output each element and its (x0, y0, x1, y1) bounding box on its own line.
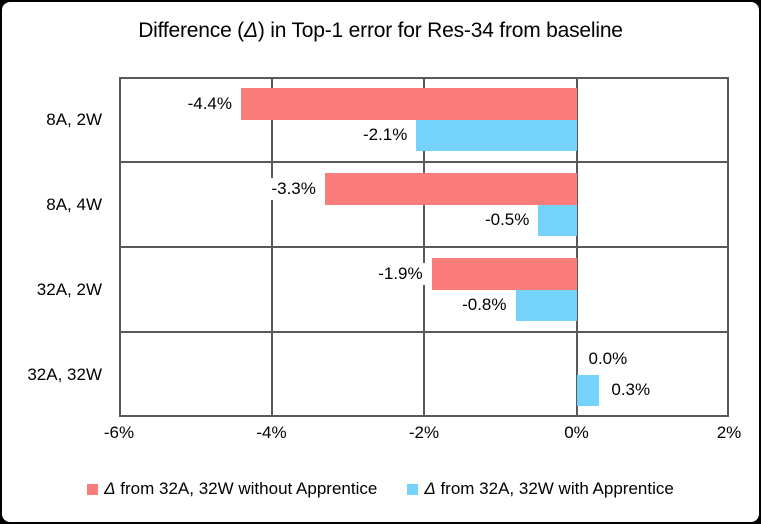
row-separator (119, 246, 729, 248)
legend-swatch-icon (407, 483, 419, 495)
y-axis-category-labels: 8A, 2W 8A, 4W 32A, 2W 32A, 32W (10, 77, 102, 417)
x-tick-label: -2% (408, 423, 440, 442)
category-label: 32A, 32W (27, 364, 102, 384)
bar-without-apprentice (324, 173, 577, 205)
delta-glyph: Δ (424, 479, 436, 498)
legend-swatch-icon (87, 483, 99, 495)
x-tick-label: 0% (564, 423, 589, 442)
category-label: 32A, 2W (36, 279, 102, 299)
data-label: -2.1% (359, 124, 411, 147)
bar-without-apprentice (241, 88, 577, 120)
data-label: -1.9% (375, 262, 426, 285)
data-label: 0.0% (585, 347, 631, 370)
legend: Δ from 32A, 32W without Apprentice Δ from… (2, 476, 759, 502)
delta-glyph: Δ (243, 19, 258, 42)
category-label: 8A, 2W (46, 109, 102, 129)
x-axis: -6% -4% -2% 0% 2% (104, 423, 741, 445)
data-label: 0.3% (608, 379, 654, 402)
legend-label: Δ from 32A, 32W with Apprentice (424, 479, 674, 498)
bar-with-apprentice (576, 374, 600, 406)
x-tick-label: -6% (103, 423, 135, 442)
category-label: 8A, 4W (46, 194, 102, 214)
data-label: -0.8% (459, 294, 510, 317)
bar-with-apprentice (515, 289, 577, 321)
plot-area: -4.4% -2.1% -3.3% -0.5% -1.9% -0.8% 0.0% 0.3% (119, 77, 729, 417)
x-tick-label: -4% (256, 423, 287, 442)
chart-title: Difference (Δ) in Top-1 error for Res-34… (138, 19, 623, 42)
x-tick-label: 2% (716, 423, 742, 442)
legend-label: Δ from 32A, 32W without Apprentice (104, 479, 378, 498)
data-label: -0.5% (481, 209, 533, 232)
row-separator (119, 161, 729, 163)
legend-item-with-apprentice: Δ from 32A, 32W with Apprentice (407, 479, 674, 499)
data-label: -3.3% (268, 177, 319, 200)
bar-without-apprentice (431, 258, 577, 290)
row-separator (119, 331, 729, 333)
delta-glyph: Δ (104, 479, 116, 498)
legend-item-without-apprentice: Δ from 32A, 32W without Apprentice (87, 479, 377, 499)
data-label: -4.4% (184, 92, 235, 115)
bar-with-apprentice (416, 119, 577, 151)
bar-with-apprentice (538, 204, 577, 236)
